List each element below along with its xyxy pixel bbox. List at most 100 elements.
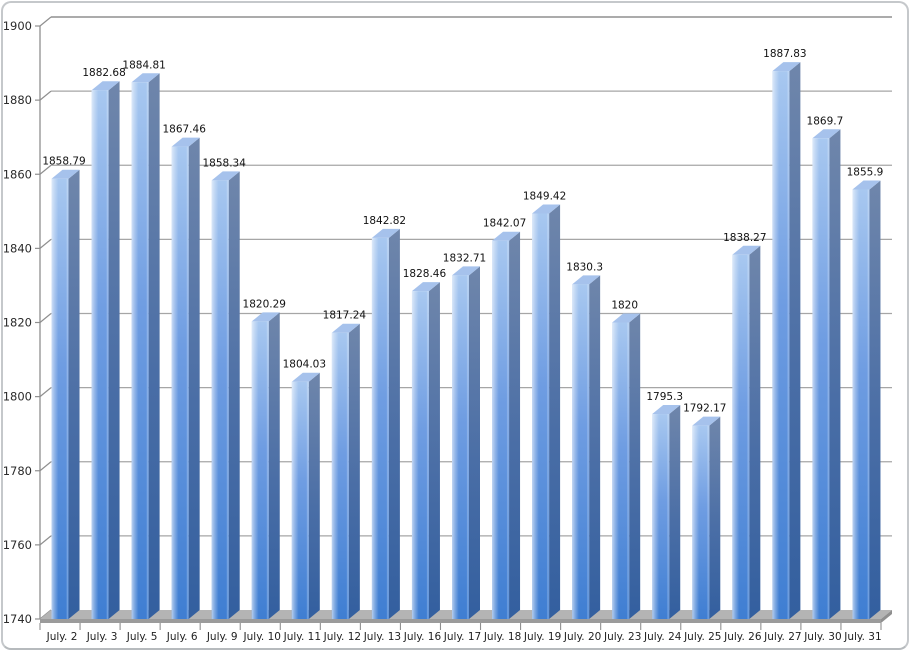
bar[interactable] (251, 312, 280, 619)
x-axis-label: July. 3 (86, 631, 118, 643)
bar-value-label: 1828.46 (403, 268, 447, 280)
bar-front-highlight (452, 275, 469, 619)
x-axis-label: July. 9 (206, 631, 238, 643)
bar-front-highlight (772, 71, 790, 620)
bar-top-face (492, 231, 521, 241)
y-axis-label: 1840 (3, 241, 32, 255)
bars-group (51, 62, 881, 620)
bar[interactable] (131, 73, 160, 620)
x-axis-label: July. 17 (443, 631, 481, 643)
bar-side-face (829, 129, 841, 619)
bar-side-face (669, 405, 681, 619)
bar-front-highlight (51, 178, 69, 619)
bar-top-face (812, 129, 841, 139)
bar[interactable] (812, 129, 841, 619)
bar-front-highlight (91, 90, 109, 619)
bar-front-highlight (572, 284, 590, 619)
bar-top-face (371, 228, 400, 238)
bar-side-face (789, 62, 801, 620)
bar[interactable] (452, 266, 480, 619)
bar[interactable] (211, 171, 240, 619)
bar-value-label: 1884.81 (122, 59, 165, 71)
bar-front-highlight (532, 213, 550, 619)
y-tick-depth-mark (39, 313, 52, 323)
bar-value-label: 1867.46 (162, 124, 206, 136)
bar-side-face (749, 245, 761, 620)
bar-front-highlight (251, 321, 269, 619)
floor-front-face (40, 619, 881, 623)
bar-value-label: 1817.24 (323, 310, 367, 322)
bar[interactable] (732, 245, 761, 620)
x-axis-label: July. 2 (46, 631, 78, 643)
bar-top-face (612, 313, 641, 323)
bar-side-face (469, 266, 480, 619)
bar-side-face (709, 416, 721, 619)
bar[interactable] (532, 204, 561, 619)
bar[interactable] (91, 81, 120, 619)
bar-side-face (108, 81, 120, 619)
bar-top-face (732, 245, 761, 255)
bar-top-face (772, 62, 801, 72)
bar-side-face (228, 171, 240, 619)
bar[interactable] (51, 169, 80, 619)
bar-front-highlight (692, 425, 710, 619)
bar-top-face (652, 405, 681, 415)
y-tick-depth-mark (39, 164, 52, 175)
bar[interactable] (331, 323, 360, 619)
x-axis-label: July. 18 (483, 631, 521, 643)
bar-value-label: 1882.68 (82, 67, 125, 79)
y-tick-depth-mark (39, 387, 52, 398)
bar-value-label: 1858.79 (42, 156, 85, 168)
category-labels-group: July. 2 July. 3 July. 5 July. 6 July. 9 July.… (46, 631, 882, 643)
bar-top-face (692, 416, 721, 426)
bar-value-label: 1830.3 (566, 261, 603, 273)
bar-top-face (131, 73, 160, 83)
bar-side-face (549, 204, 561, 619)
x-axis-label: July. 26 (723, 631, 762, 643)
bar-value-label: 1832.71 (443, 252, 486, 264)
bar-value-label: 1820 (611, 300, 638, 312)
bar[interactable] (291, 372, 320, 619)
bar[interactable] (772, 62, 801, 620)
x-axis-label: July. 19 (523, 631, 561, 643)
bar[interactable] (612, 313, 641, 620)
bar-front-highlight (371, 237, 389, 619)
bar-side-face (188, 137, 200, 619)
bar-front-highlight (331, 332, 349, 619)
x-axis-label: July. 10 (243, 631, 281, 643)
bar[interactable] (492, 231, 521, 619)
bar-side-face (68, 169, 80, 619)
bar[interactable] (411, 282, 440, 619)
bar-value-label: 1820.29 (243, 298, 286, 310)
bar-top-face (171, 137, 200, 147)
bar-side-face (268, 312, 280, 619)
bar-value-label: 1869.7 (807, 115, 844, 127)
bar-top-face (572, 275, 601, 285)
x-axis-label: July. 30 (803, 631, 841, 643)
bar-value-label: 1792.17 (683, 403, 726, 415)
x-axis-label: July. 6 (166, 631, 198, 643)
bar[interactable] (572, 275, 601, 619)
x-axis-label: July. 5 (126, 631, 158, 643)
x-axis-label: July. 31 (843, 631, 881, 643)
x-axis-label: July. 11 (283, 631, 321, 643)
x-axis-label: July. 27 (763, 631, 801, 643)
bar[interactable] (371, 228, 400, 619)
bar-value-label: 1795.3 (646, 391, 683, 403)
bar-value-label: 1855.9 (847, 166, 884, 178)
bar-side-face (509, 231, 521, 619)
bar-top-face (291, 372, 320, 382)
bar-front-highlight (732, 254, 750, 620)
bar[interactable] (692, 416, 721, 619)
bar-top-face (91, 81, 120, 91)
bar[interactable] (852, 180, 881, 619)
bar[interactable] (171, 137, 200, 619)
bar[interactable] (652, 405, 681, 619)
y-axis-label: 1740 (3, 612, 32, 626)
bar-side-face (869, 180, 881, 619)
x-axis-label: July. 25 (683, 631, 721, 643)
bar-front-highlight (852, 189, 870, 619)
bar-value-label: 1838.27 (723, 232, 766, 244)
bar-side-face (348, 323, 360, 619)
